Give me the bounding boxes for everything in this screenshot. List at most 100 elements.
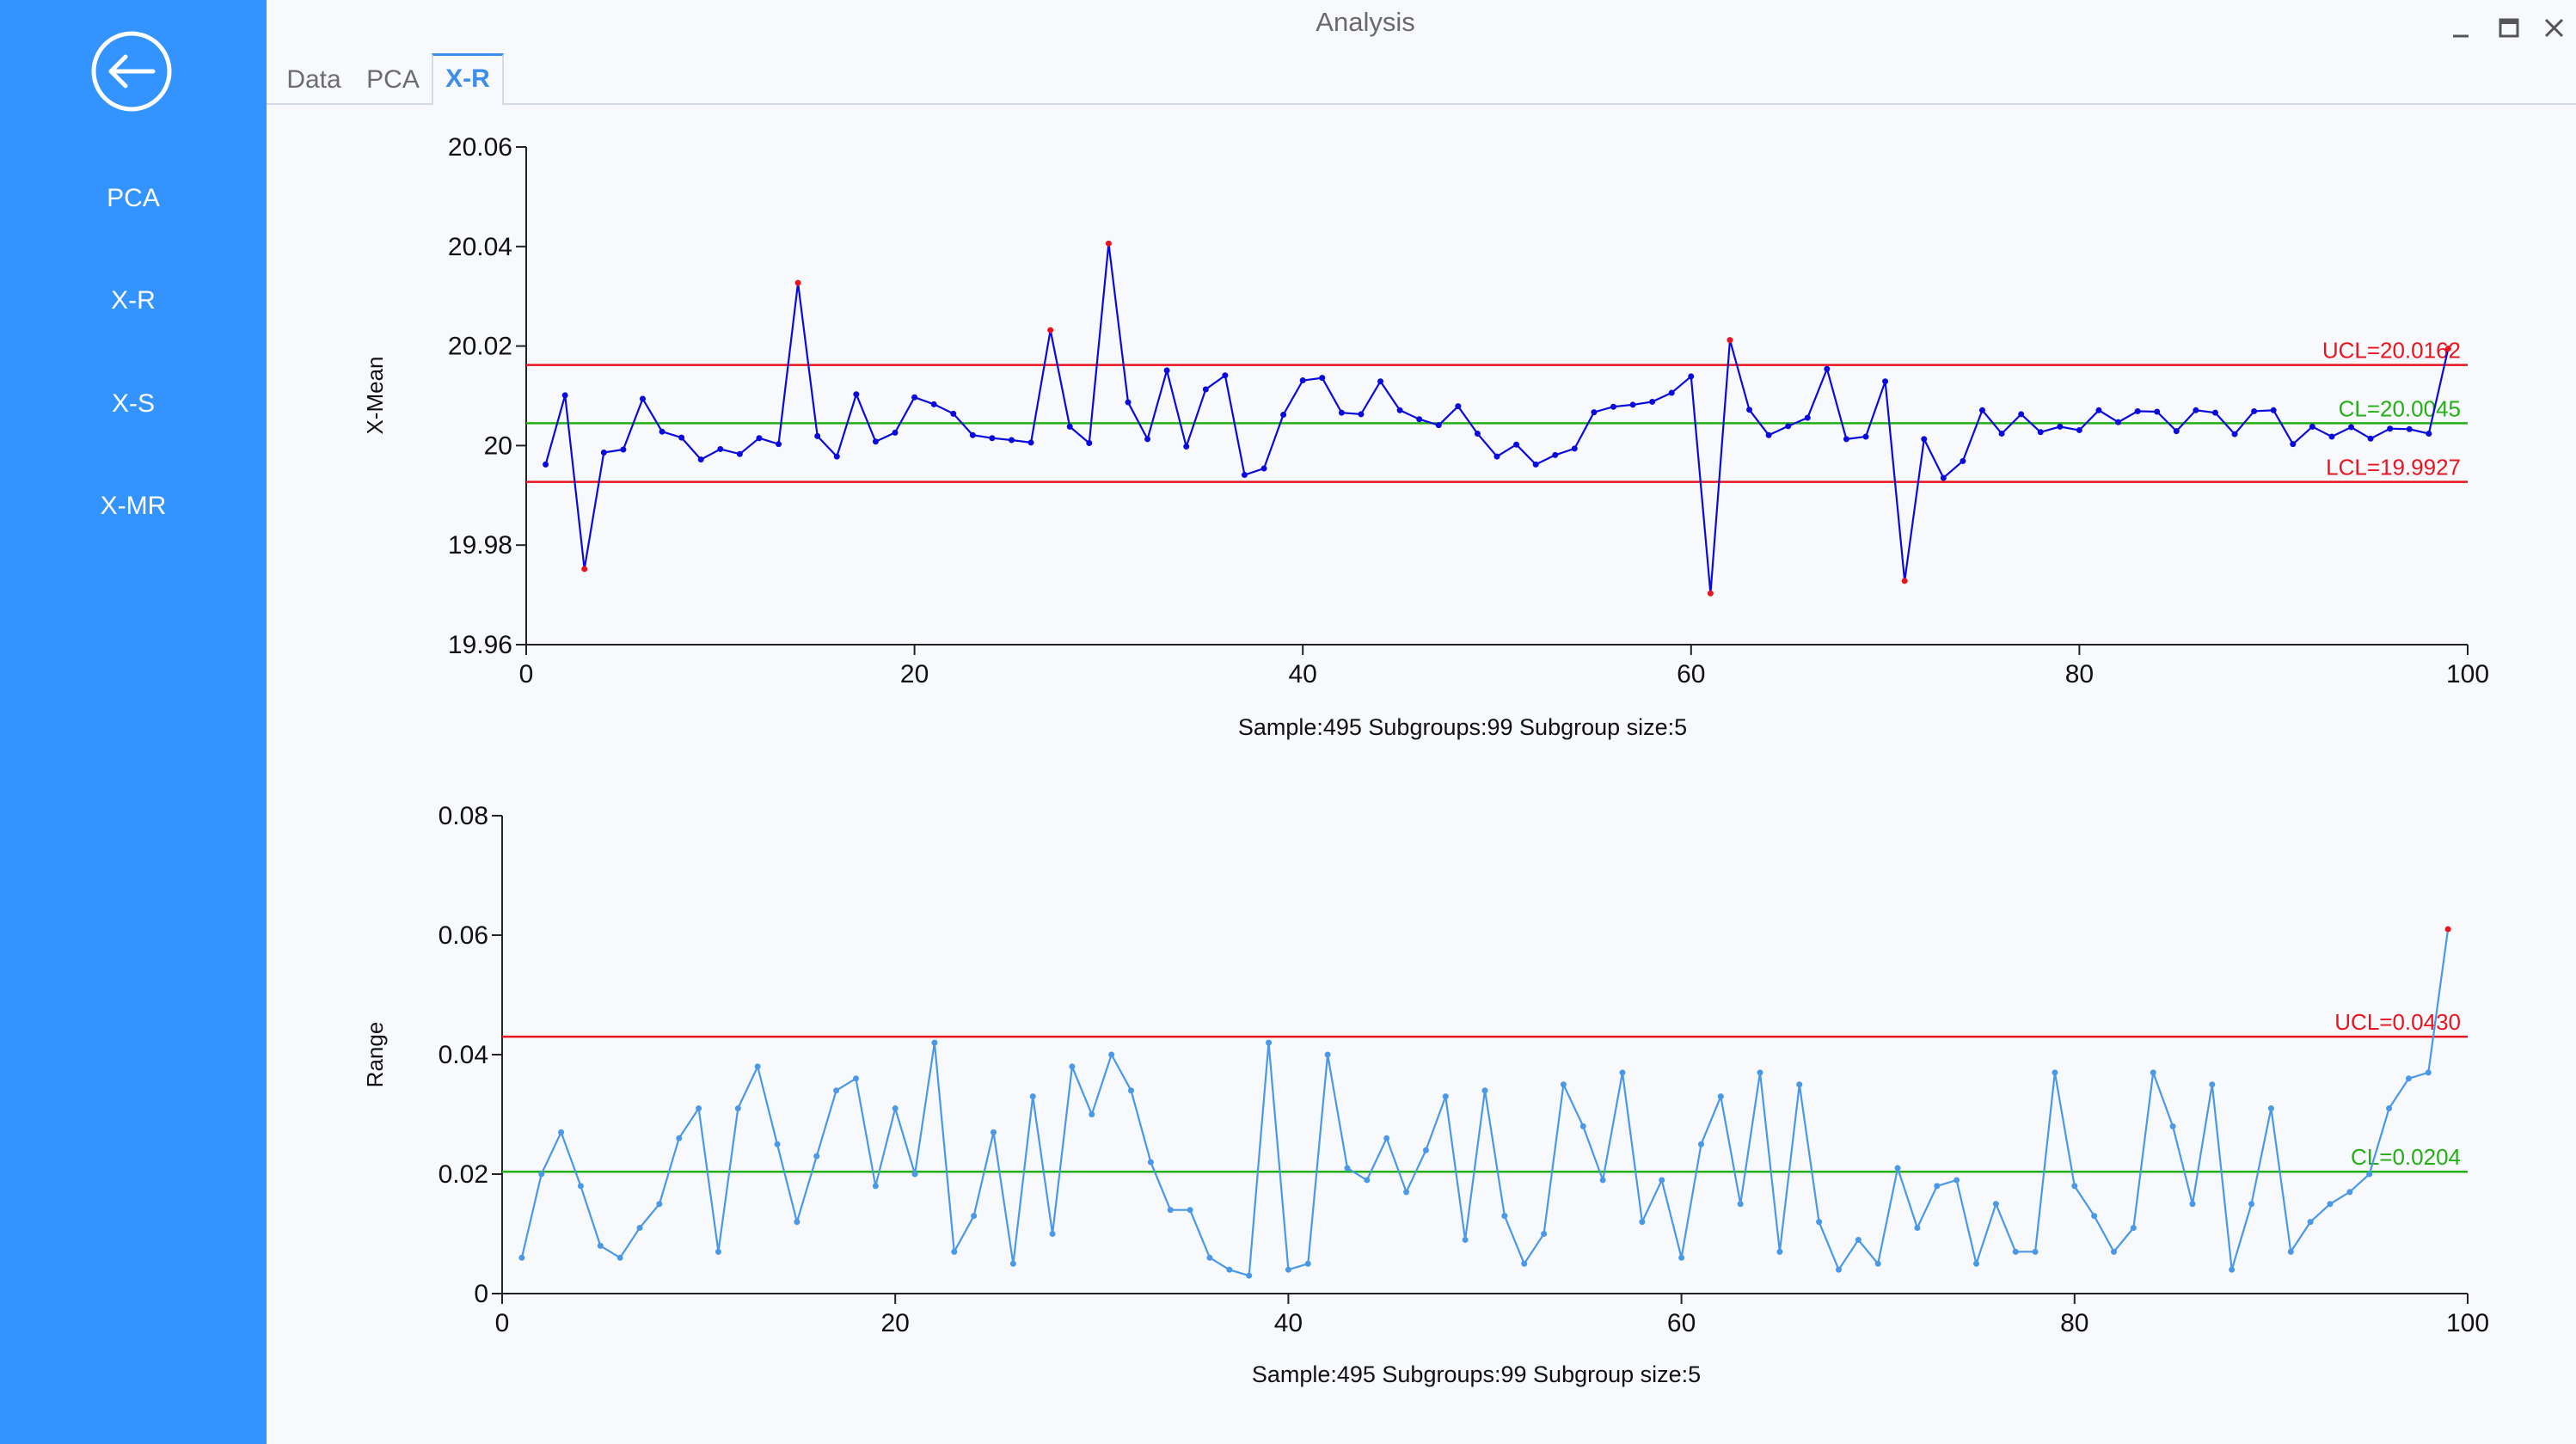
data-point <box>2071 1183 2078 1190</box>
ucl-label: UCL=0.0430 <box>2334 1009 2461 1035</box>
x-tick-label: 0 <box>495 1309 510 1337</box>
data-point <box>1668 389 1675 396</box>
data-point <box>776 441 782 448</box>
sidebar-item-x-mr[interactable]: X-MR <box>100 492 167 520</box>
tab-data[interactable]: Data <box>286 65 341 94</box>
data-point <box>1324 1051 1331 1058</box>
data-point <box>1579 1123 1586 1129</box>
back-button[interactable] <box>90 30 173 113</box>
data-point <box>577 1183 584 1190</box>
data-point <box>1610 403 1616 410</box>
data-point <box>1882 378 1889 385</box>
data-point <box>561 392 568 399</box>
x-tick-label: 40 <box>1274 1309 1303 1337</box>
data-point <box>1260 465 1267 472</box>
data-point <box>1521 1260 1528 1267</box>
sidebar: PCA X-R X-S X-MR <box>0 0 267 1444</box>
data-point <box>717 445 724 452</box>
data-point <box>2134 407 2141 414</box>
minimize-button[interactable] <box>2443 10 2477 45</box>
x-tick-label: 20 <box>900 660 929 688</box>
data-point <box>969 431 976 438</box>
data-point <box>2076 426 2082 433</box>
data-point <box>1338 409 1345 416</box>
data-point <box>971 1213 978 1220</box>
close-button[interactable] <box>2536 10 2571 45</box>
data-point <box>1855 1236 1861 1243</box>
data-point <box>1513 441 1520 448</box>
data-point <box>2387 425 2394 432</box>
data-point <box>2154 408 2161 415</box>
data-point <box>930 401 937 407</box>
data-point <box>1377 378 1384 385</box>
data-point <box>2111 1248 2118 1255</box>
y-axis-title: Range <box>362 1022 388 1088</box>
data-point <box>1027 439 1034 446</box>
data-point <box>1163 367 1170 374</box>
x-tick-label: 40 <box>1289 660 1317 688</box>
data-point <box>2287 1248 2294 1255</box>
x-tick-label: 80 <box>2065 660 2094 688</box>
data-point <box>2012 1248 2019 1255</box>
x-tick-label: 100 <box>2446 660 2489 688</box>
data-point <box>2231 431 2238 437</box>
data-point <box>1187 1207 1193 1214</box>
sidebar-item-x-s[interactable]: X-S <box>111 389 155 418</box>
data-point <box>774 1141 781 1147</box>
data-point <box>911 1171 918 1178</box>
data-point <box>1422 1147 1429 1153</box>
data-point <box>1757 1069 1763 1076</box>
data-point <box>639 395 646 402</box>
data-point <box>1619 1069 1626 1076</box>
data-point <box>1824 365 1831 372</box>
out-of-control-point <box>794 279 801 286</box>
y-tick-label: 0.02 <box>439 1160 488 1189</box>
data-point <box>794 1219 800 1226</box>
data-point <box>1344 1165 1351 1172</box>
data-point <box>1591 409 1598 416</box>
data-point <box>911 394 918 401</box>
data-point <box>2425 1069 2432 1076</box>
data-point <box>2193 407 2199 413</box>
sidebar-item-x-r[interactable]: X-R <box>111 286 156 315</box>
data-point <box>2211 409 2218 416</box>
data-point <box>1358 411 1365 418</box>
data-point <box>1493 453 1500 460</box>
y-tick-label: 20.04 <box>448 233 512 261</box>
data-point <box>1147 1159 1154 1166</box>
tab-pca[interactable]: PCA <box>366 65 420 94</box>
data-point <box>2032 1248 2039 1255</box>
data-point <box>2327 1201 2334 1208</box>
x-tick-label: 60 <box>1677 660 1705 688</box>
y-axis-title: X-Mean <box>362 356 388 434</box>
data-point <box>1953 1177 1960 1184</box>
data-point <box>1285 1266 1291 1273</box>
data-point <box>1266 1039 1273 1046</box>
data-point <box>736 450 743 457</box>
sidebar-item-pca[interactable]: PCA <box>107 184 160 212</box>
maximize-button[interactable] <box>2491 10 2525 45</box>
data-point <box>1108 1051 1115 1058</box>
data-point <box>1649 398 1656 405</box>
data-point <box>2366 1171 2373 1178</box>
data-point <box>2251 407 2258 414</box>
y-tick-label: 20 <box>484 431 512 460</box>
data-point <box>1541 1231 1548 1237</box>
data-point <box>1222 372 1229 379</box>
y-tick-label: 20.06 <box>448 133 512 162</box>
back-arrow-icon <box>91 31 172 112</box>
data-point <box>1009 1260 1016 1267</box>
data-point <box>833 1087 840 1094</box>
data-point <box>1455 403 1462 410</box>
data-point <box>2091 1213 2098 1220</box>
y-tick-label: 19.96 <box>448 631 512 659</box>
data-point <box>543 461 549 468</box>
data-point <box>951 1248 958 1255</box>
data-point <box>2018 411 2025 418</box>
data-point <box>1226 1266 1233 1273</box>
data-point <box>715 1248 721 1255</box>
tab-x-r[interactable]: X-R <box>432 53 504 106</box>
data-point <box>1992 1201 1999 1208</box>
data-point <box>678 434 685 441</box>
